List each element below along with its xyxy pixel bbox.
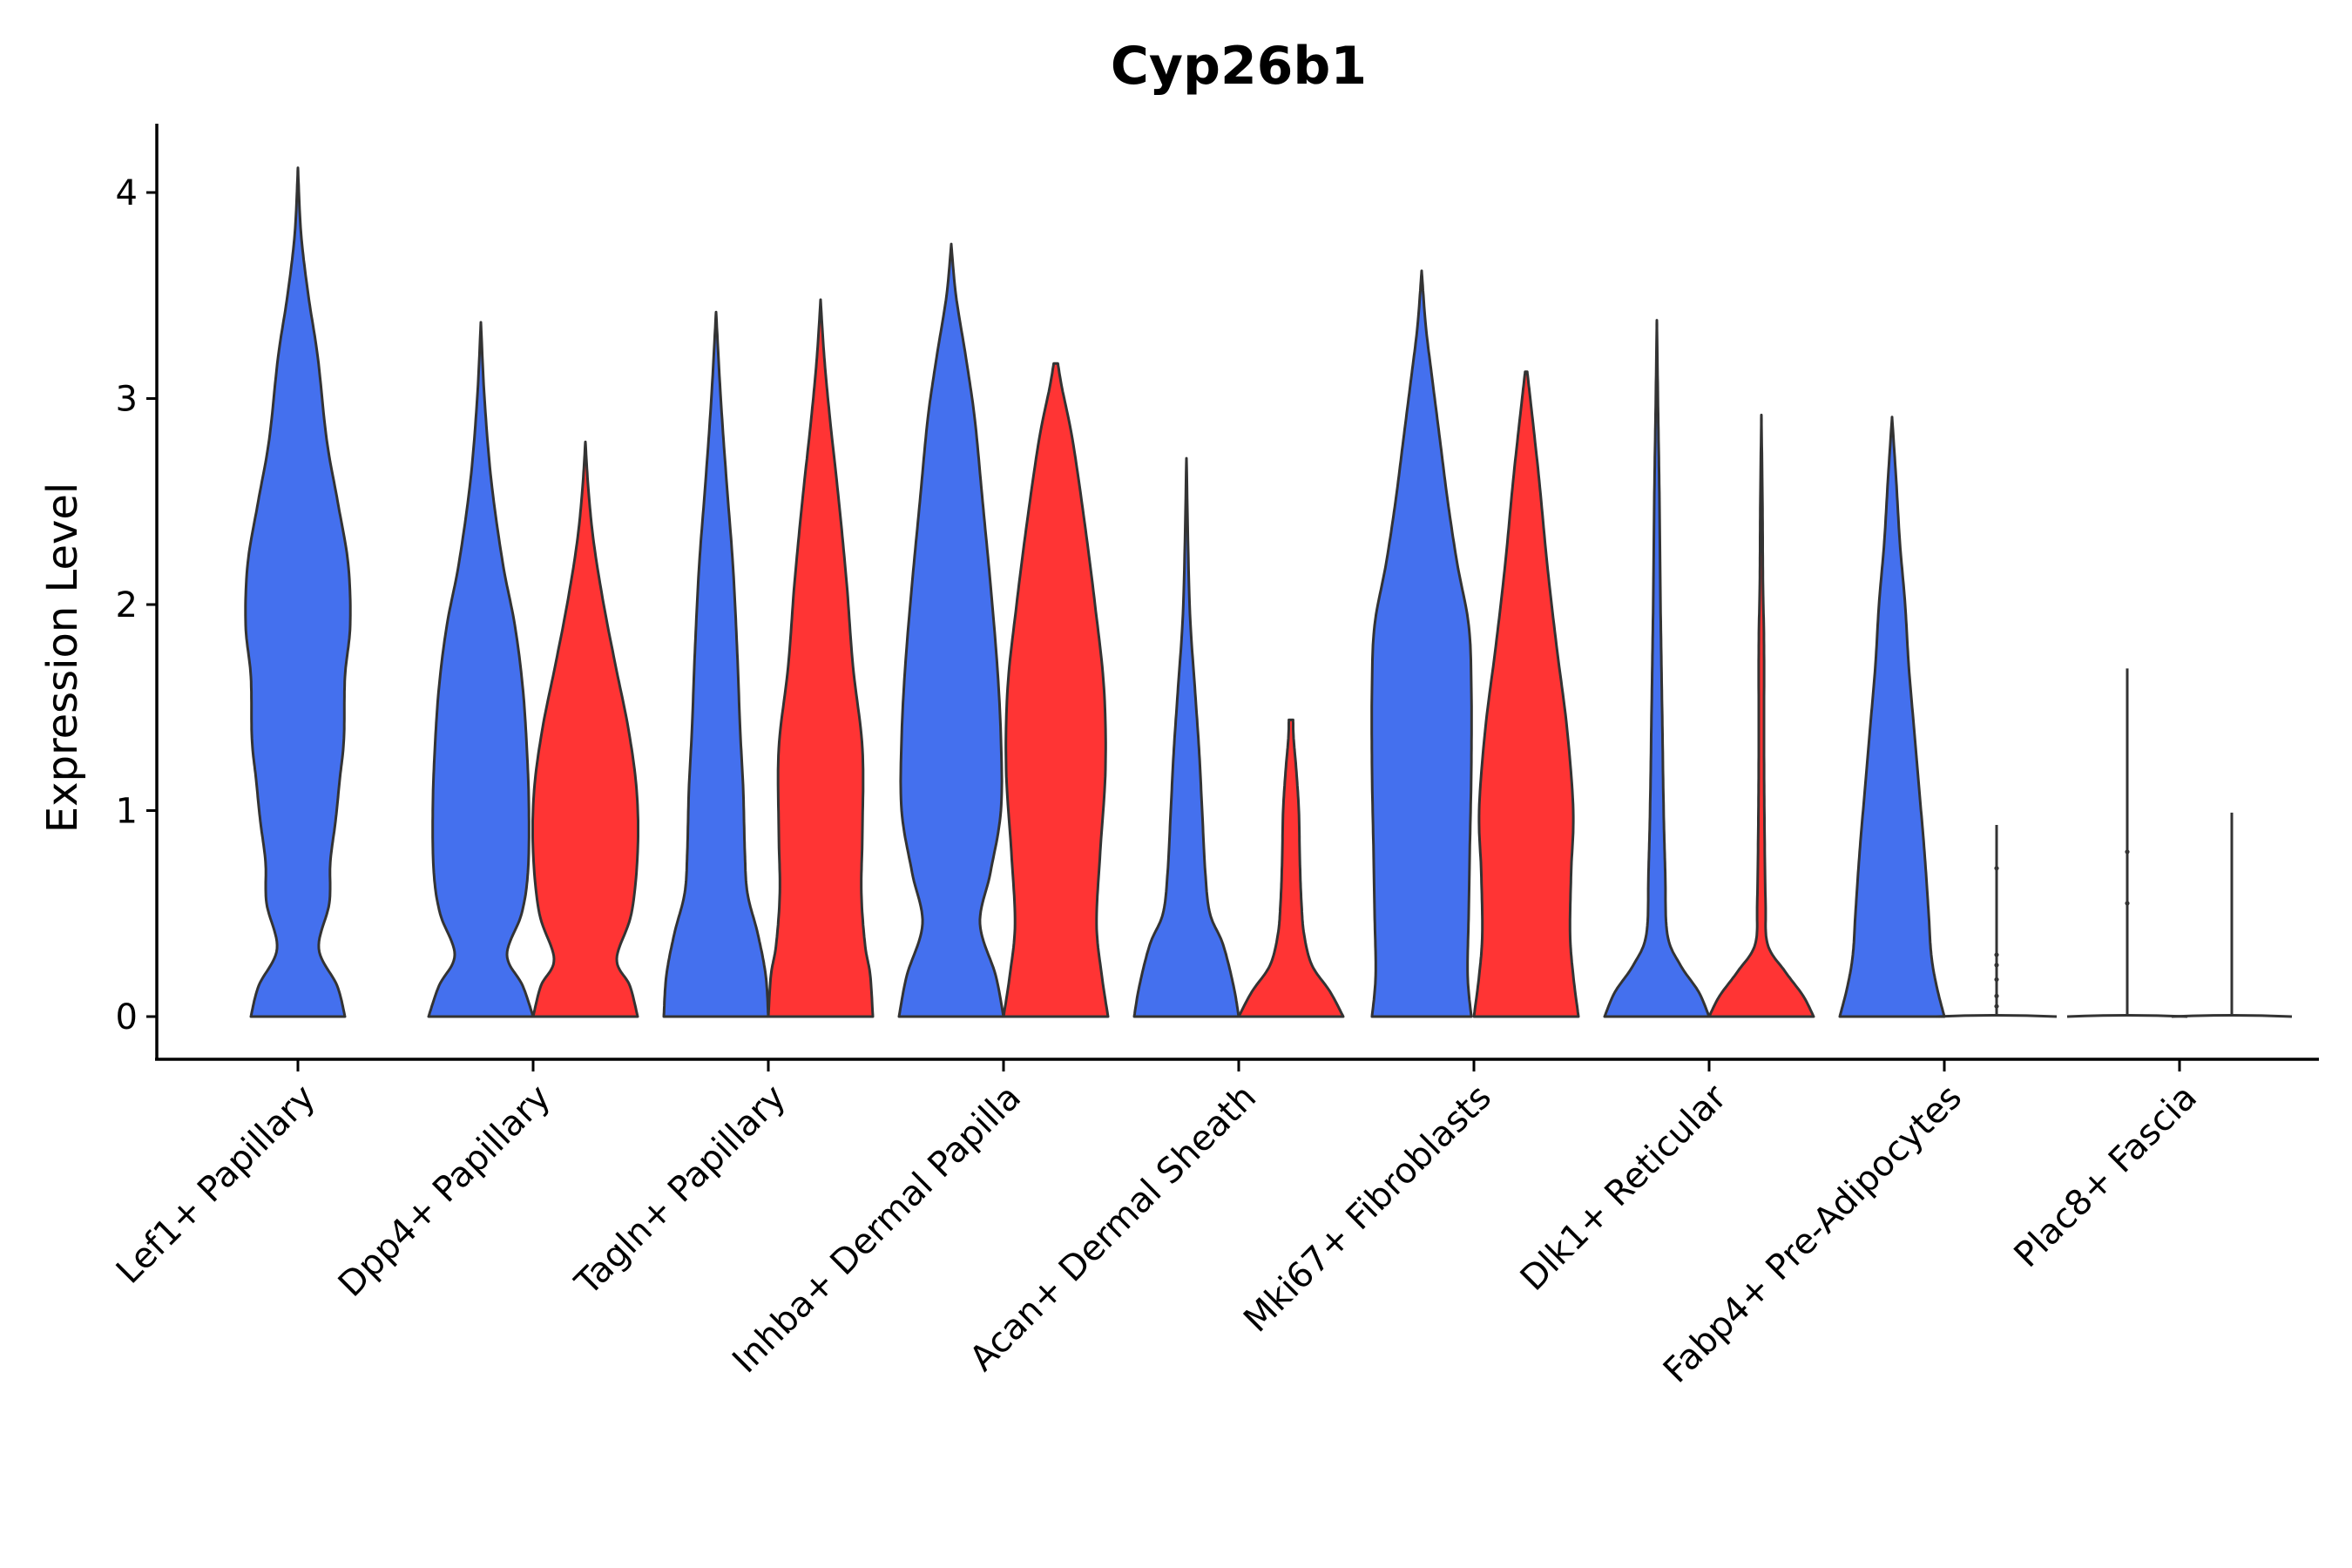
violin-point bbox=[1994, 977, 1999, 983]
violin-shape bbox=[1472, 370, 1580, 1018]
y-tick-label: 2 bbox=[116, 585, 138, 625]
violin-shape bbox=[1002, 362, 1110, 1018]
violin-shape bbox=[1707, 413, 1815, 1018]
x-tick-label: Tagln+ Papillary bbox=[567, 1078, 794, 1304]
violin-shape bbox=[244, 166, 352, 1018]
violin-point bbox=[2125, 901, 2130, 906]
x-tick-label: Plac8+ Fascia bbox=[2007, 1078, 2206, 1276]
violin-point bbox=[1994, 963, 1999, 968]
violin-point bbox=[2125, 849, 2130, 855]
violin-shape bbox=[1237, 718, 1345, 1018]
violin-shape bbox=[427, 321, 535, 1018]
violin-shape bbox=[1132, 456, 1240, 1018]
x-tick-label: Mki67+ Fibroblasts bbox=[1236, 1078, 1499, 1341]
y-axis-label: Expression Level bbox=[38, 483, 87, 834]
violin-shape bbox=[1603, 319, 1711, 1018]
violin-shape bbox=[662, 310, 770, 1018]
y-tick-label: 4 bbox=[116, 173, 138, 213]
violin-point bbox=[1994, 866, 1999, 871]
violin-shape bbox=[531, 440, 639, 1018]
violin-base bbox=[2171, 1014, 2293, 1018]
violin-shape bbox=[1838, 416, 1946, 1018]
violin-shape bbox=[897, 242, 1005, 1018]
chart-title: Cyp26b1 bbox=[1111, 36, 1367, 97]
y-ticks: 0 1 2 3 4 bbox=[116, 173, 157, 1037]
violin-base bbox=[1936, 1014, 2058, 1018]
violin-shape bbox=[1370, 269, 1473, 1018]
y-tick-label: 1 bbox=[116, 792, 138, 832]
x-tick-label: Lef1+ Papillary bbox=[109, 1078, 323, 1292]
x-ticks: Lef1+ Papillary Dpp4+ Papillary Tagln+ Pap… bbox=[109, 1059, 2205, 1391]
violin-shape bbox=[767, 298, 875, 1018]
x-tick-label: Dlk1+ Reticular bbox=[1513, 1077, 1735, 1299]
y-tick-label: 0 bbox=[116, 997, 138, 1037]
violin-point bbox=[1994, 1004, 1999, 1009]
y-tick-label: 3 bbox=[116, 380, 138, 420]
violin-base bbox=[2066, 1014, 2188, 1018]
violin-point bbox=[1994, 993, 1999, 998]
violin-layer bbox=[244, 166, 2293, 1018]
violin-point bbox=[1994, 952, 1999, 957]
x-tick-label: Dpp4+ Papillary bbox=[331, 1078, 558, 1305]
